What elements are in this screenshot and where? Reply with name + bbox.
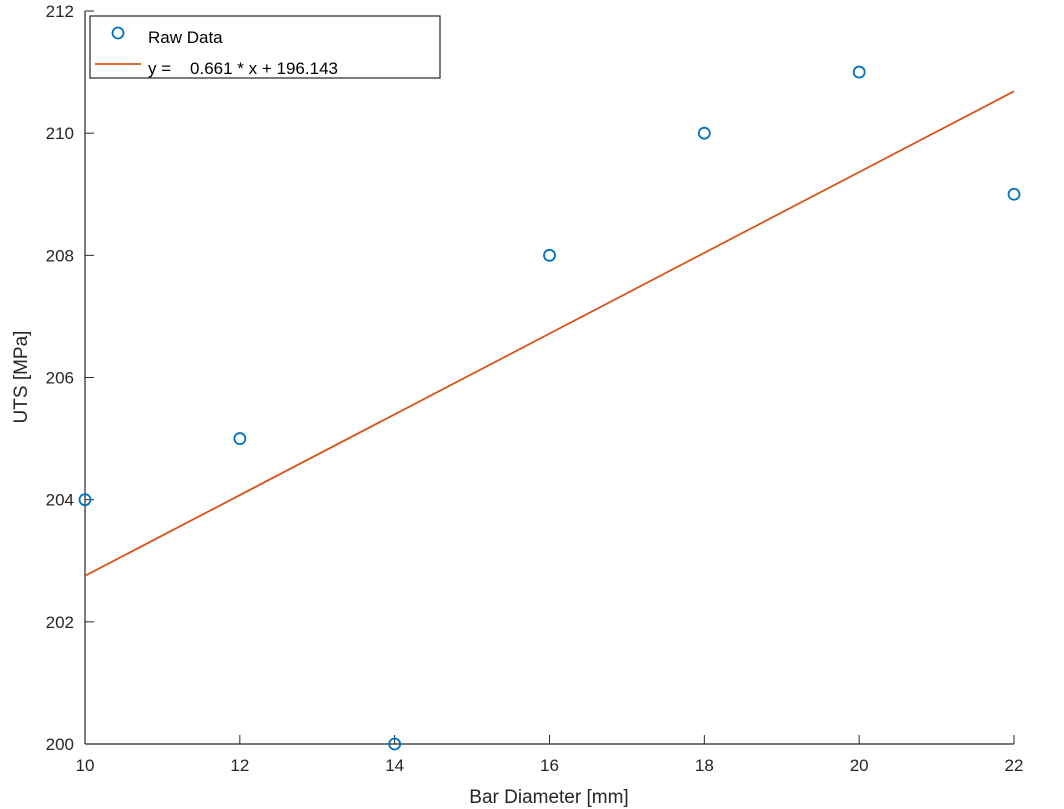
x-tick-label: 12 xyxy=(230,756,249,775)
data-points-layer xyxy=(78,65,1021,751)
legend-label-raw-data: Raw Data xyxy=(148,28,223,47)
data-point xyxy=(543,248,556,262)
y-tick-label: 210 xyxy=(46,124,74,143)
y-tick-label: 212 xyxy=(46,2,74,21)
x-tick-label: 14 xyxy=(385,756,404,775)
axes: 10 12 14 16 18 20 22 200 202 204 206 208 210 212 xyxy=(46,2,1024,775)
legend-box xyxy=(89,15,441,79)
y-tick-label: 200 xyxy=(46,735,74,754)
legend-marker-raw-data xyxy=(111,26,125,40)
data-point xyxy=(852,65,866,79)
y-tick-label: 208 xyxy=(46,246,74,265)
fit-line-layer xyxy=(84,90,1015,577)
x-axis-label: Bar Diameter [mm] xyxy=(469,787,628,808)
legend-label-fit-line: y = 0.661 * x + 196.143 xyxy=(148,59,338,78)
data-point xyxy=(388,737,402,751)
data-point xyxy=(233,432,247,445)
y-tick-label: 202 xyxy=(46,613,74,632)
fit-line xyxy=(84,90,1015,577)
x-tick-label: 20 xyxy=(850,756,869,775)
x-tick-label: 16 xyxy=(540,756,559,775)
plot-background xyxy=(85,11,1014,744)
data-point xyxy=(697,126,711,140)
x-tick-label: 10 xyxy=(76,756,95,775)
y-axis-label: UTS [MPa] xyxy=(11,331,32,424)
data-point xyxy=(78,493,92,507)
y-tick-label: 204 xyxy=(46,491,74,510)
legend: Raw Data y = 0.661 * x + 196.143 xyxy=(89,15,441,79)
x-tick-label: 22 xyxy=(1005,756,1024,775)
x-tick-label: 18 xyxy=(695,756,714,775)
y-tick-label: 206 xyxy=(46,369,74,388)
data-point xyxy=(1007,187,1021,201)
